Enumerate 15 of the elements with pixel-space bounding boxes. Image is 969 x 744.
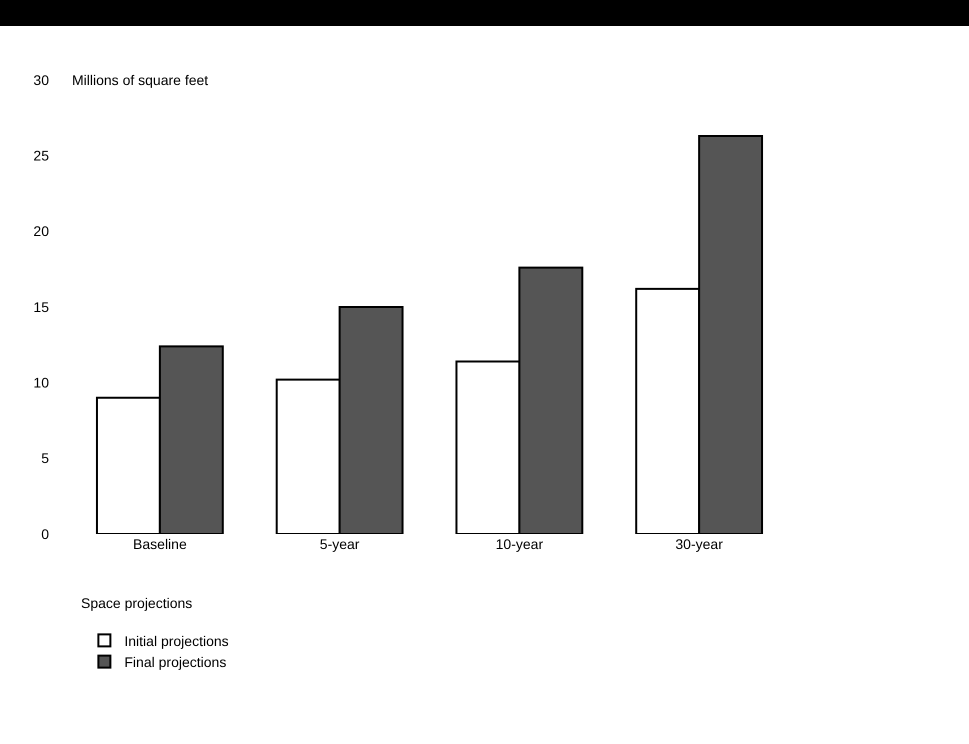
y-tick-label: 20: [33, 223, 50, 240]
y-axis-title: Millions of square feet: [72, 72, 208, 88]
x-axis-title: Space projections: [81, 595, 192, 611]
legend-label: Initial projections: [124, 632, 229, 649]
legend-label: Final projections: [124, 654, 226, 670]
x-tick-label: 10-year: [496, 536, 544, 552]
x-tick-label: 5-year: [320, 536, 360, 552]
x-tick-label: Baseline: [133, 536, 187, 552]
y-tick-label: 15: [33, 298, 50, 315]
x-tick-label: 30-year: [675, 536, 724, 552]
y-tick-label: 25: [33, 148, 50, 164]
y-tick-label: 30: [33, 72, 50, 88]
y-tick-label: 10: [33, 374, 50, 391]
y-tick-label: 5: [41, 450, 50, 466]
y-tick-label: 0: [41, 526, 50, 542]
